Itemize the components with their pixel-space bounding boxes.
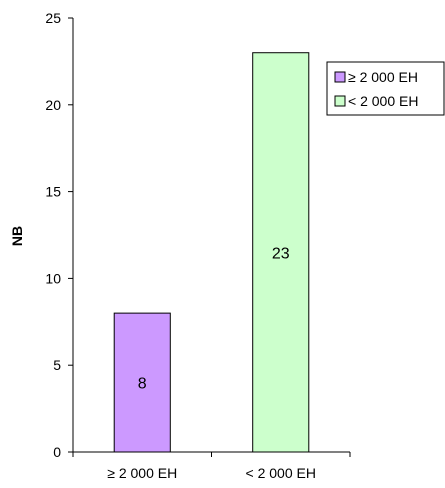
data-label-1: 23	[272, 245, 290, 262]
bar-0	[113, 312, 171, 453]
legend-label-1: < 2 000 EH	[348, 93, 418, 109]
y-tick-label-2: 10	[45, 270, 61, 286]
legend-label-0: ≥ 2 000 EH	[348, 69, 418, 85]
x-ticks: ≥ 2 000 EH < 2 000 EH	[72, 452, 351, 481]
legend: ≥ 2 000 EH < 2 000 EH	[326, 61, 445, 116]
y-tick-label-3: 15	[45, 184, 61, 200]
legend-box	[326, 61, 445, 116]
x-tick-label-1: < 2 000 EH	[246, 465, 316, 481]
legend-swatch-1	[334, 95, 346, 107]
y-tick-label-0: 0	[53, 444, 61, 460]
bar-1	[252, 52, 310, 453]
y-tick-label-4: 20	[45, 97, 61, 113]
bars	[113, 52, 310, 453]
x-tick-label-0: ≥ 2 000 EH	[107, 465, 177, 481]
y-tick-label-1: 5	[53, 357, 61, 373]
y-axis-label: NB	[9, 226, 25, 246]
legend-swatch-0	[334, 71, 346, 83]
y-ticks: 0 5 10 15 20 25	[45, 10, 73, 460]
data-labels: 8 23	[138, 245, 290, 392]
data-label-0: 8	[138, 376, 147, 393]
y-tick-label-5: 25	[45, 10, 61, 26]
